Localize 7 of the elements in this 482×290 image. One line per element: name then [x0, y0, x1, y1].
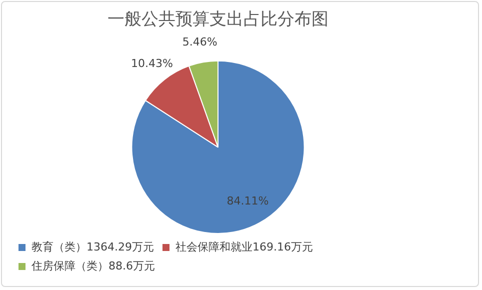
legend-label: 住房保障（类）88.6万元 — [32, 259, 155, 272]
data-label: 84.11% — [226, 194, 269, 208]
legend-label: 教育（类）1364.29万元 — [32, 240, 154, 254]
legend-label: 社会保障和就业169.16万元 — [175, 240, 313, 254]
data-label: 10.43% — [130, 56, 173, 70]
chart-title: 一般公共预算支出占比分布图 — [108, 10, 328, 30]
data-label: 5.46% — [182, 35, 218, 48]
